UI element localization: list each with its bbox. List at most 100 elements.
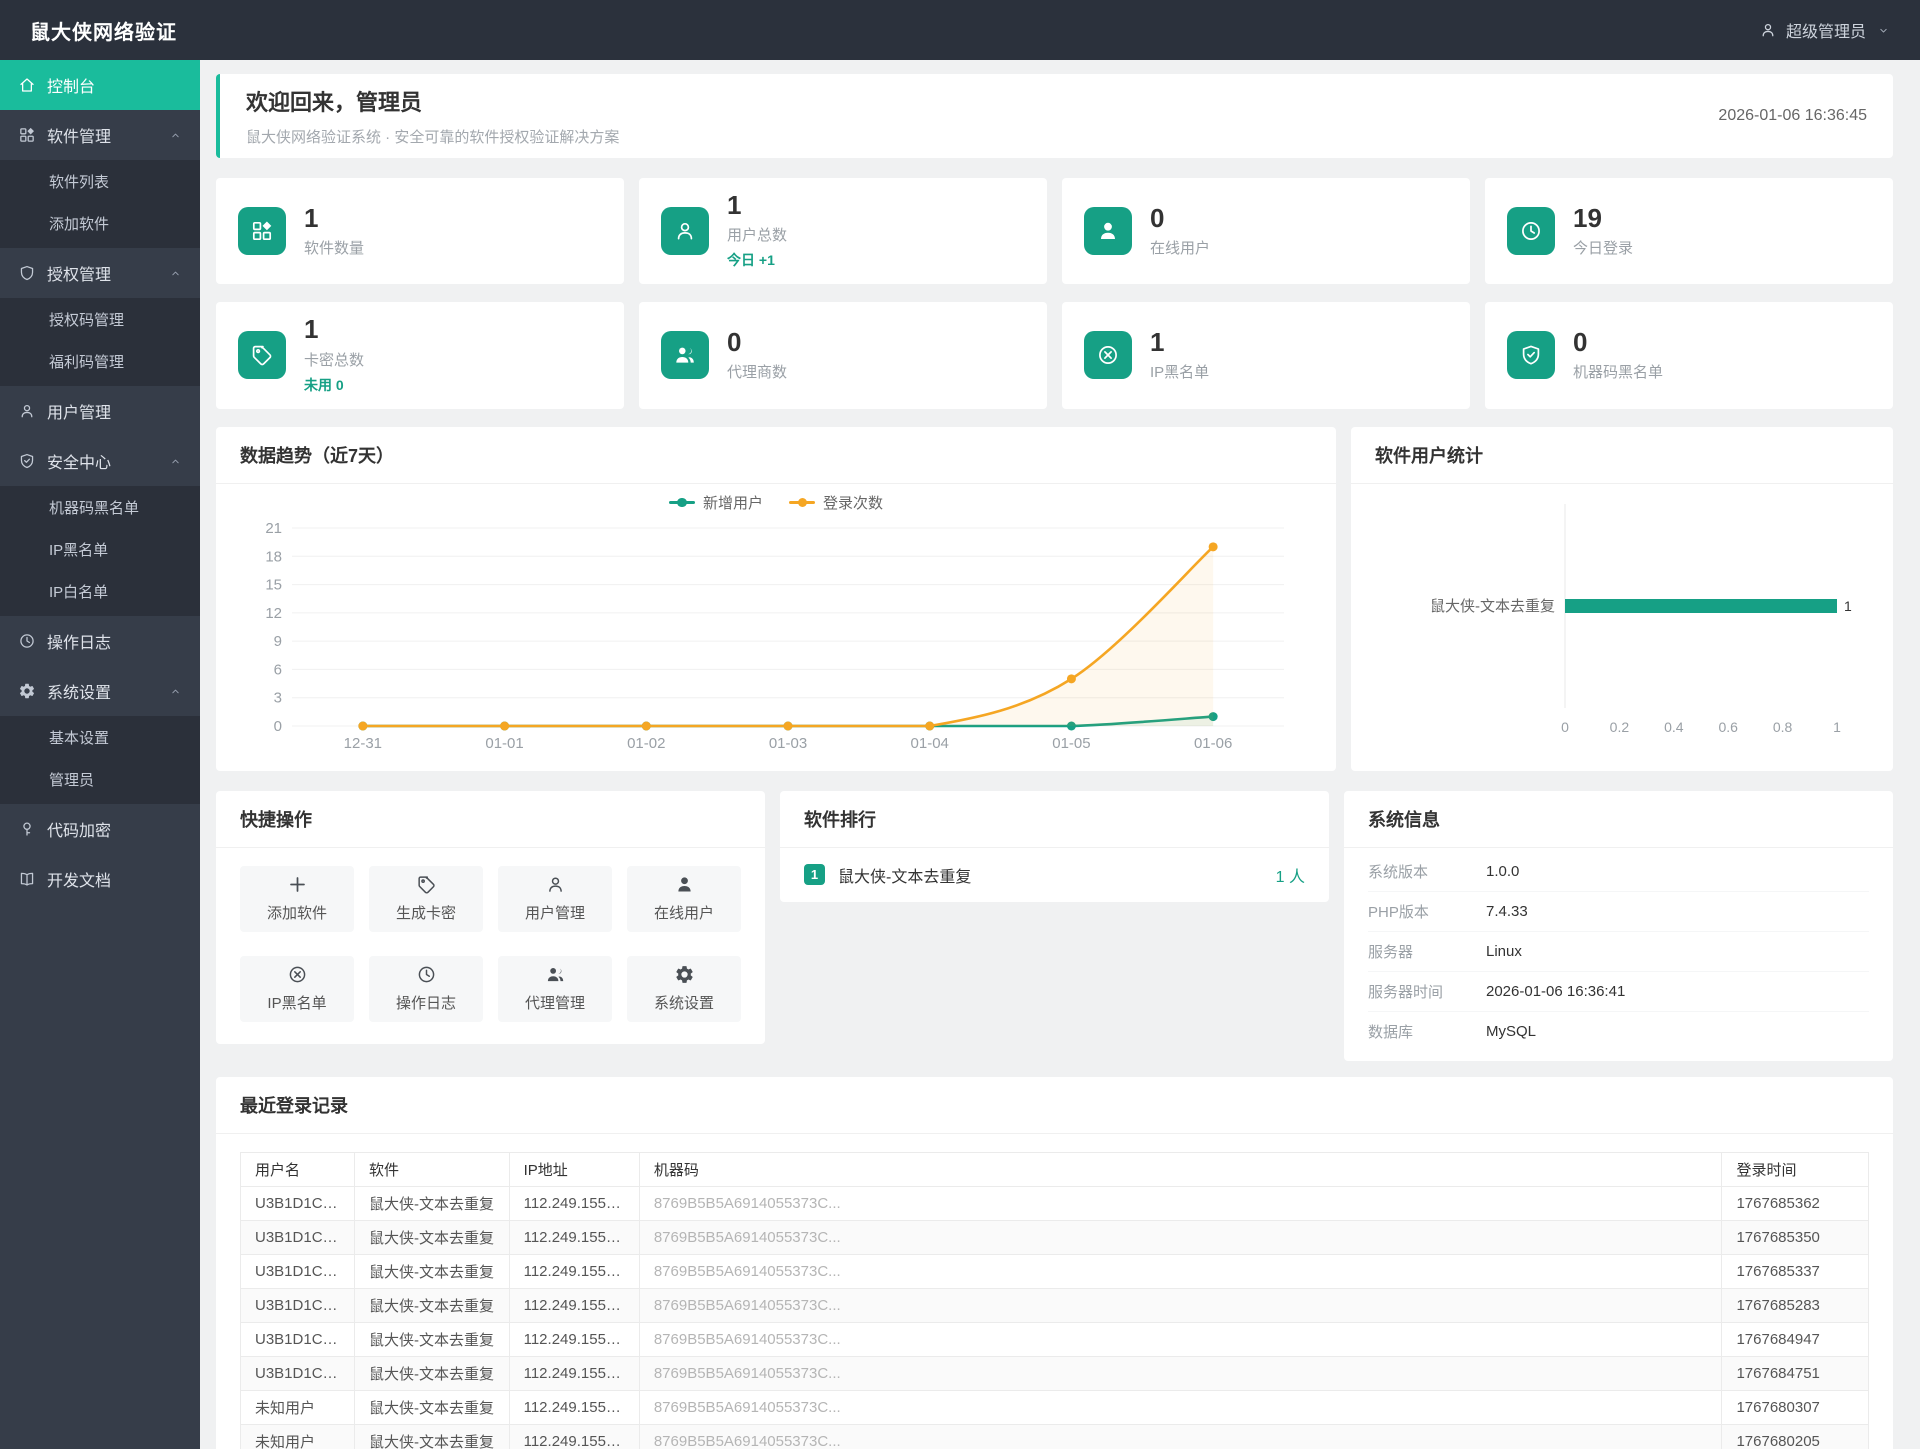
stat-icon — [661, 331, 709, 380]
sidebar-subitem-6-1[interactable]: 管理员 — [49, 772, 95, 789]
table-cell: 8769B5B5A6914055373C... — [638, 1219, 1723, 1255]
software-user-bar-chart: 0 0.2 0.4 0.6 0.8 1 鼠大侠-文本去重复 1 — [1375, 488, 1869, 759]
stat-value: 1 — [304, 202, 319, 233]
shield-check-icon — [18, 452, 36, 470]
table-row: U3B1D1CB8D7 鼠大侠-文本去重复 112.249.155.186 8769B… — [240, 1321, 1869, 1357]
sidebar-item-0[interactable]: 控制台 — [0, 60, 200, 110]
table-cell: 112.249.155.186 — [508, 1219, 640, 1255]
info-label: 服务器时间 — [1368, 983, 1444, 1001]
quick-action-6[interactable]: 代理管理 — [498, 955, 612, 1022]
quick-action-label: 在线用户 — [653, 905, 714, 923]
quick-action-4[interactable]: IP黑名单 — [240, 955, 354, 1022]
sidebar-subitem-1-0[interactable]: 软件列表 — [49, 174, 110, 191]
info-value: MySQL — [1486, 1022, 1537, 1040]
stat-sublabel: 今日 +1 — [727, 252, 775, 269]
stat-card-3: 19 今日登录 — [1485, 178, 1893, 285]
sidebar-subitem-2-0[interactable]: 授权码管理 — [49, 312, 125, 329]
system-info-row: 服务器时间 2026-01-06 16:36:41 — [1368, 972, 1869, 1012]
svg-text:0: 0 — [274, 718, 282, 735]
table-column-header: 软件 — [353, 1151, 510, 1187]
software-ranking-panel: 软件排行 1 鼠大侠-文本去重复 1 人 — [780, 790, 1329, 902]
sidebar-subitem-4-0[interactable]: 机器码黑名单 — [49, 500, 140, 517]
table-cell: 8769B5B5A6914055373C... — [638, 1287, 1723, 1323]
quick-action-3[interactable]: 在线用户 — [627, 865, 741, 932]
welcome-subtitle: 鼠大侠网络验证系统 · 安全可靠的软件授权验证解决方案 — [246, 129, 620, 146]
sidebar-item-label: 用户管理 — [47, 405, 112, 422]
table-cell: U3B1D1CB8D7 — [240, 1321, 355, 1357]
quick-action-5[interactable]: 操作日志 — [369, 955, 483, 1022]
user-icon — [545, 874, 566, 895]
svg-text:1: 1 — [1844, 598, 1852, 614]
sidebar-subitem-1-1[interactable]: 添加软件 — [49, 216, 110, 233]
sidebar-subitem-4-1[interactable]: IP黑名单 — [49, 542, 109, 559]
sidebar-item-label: 代码加密 — [47, 823, 112, 840]
chevron-down-icon — [1877, 24, 1890, 37]
sidebar-item-1[interactable]: 软件管理 — [0, 110, 200, 160]
user-icon — [18, 402, 36, 420]
home-icon — [18, 76, 36, 94]
stat-card-1: 1 用户总数 今日 +1 — [639, 178, 1047, 285]
quick-action-7[interactable]: 系统设置 — [627, 955, 741, 1022]
svg-text:0: 0 — [1561, 719, 1569, 735]
sidebar-subitem-2-1[interactable]: 福利码管理 — [49, 354, 125, 371]
sidebar-item-3[interactable]: 用户管理 — [0, 386, 200, 436]
svg-text:18: 18 — [265, 548, 282, 565]
quick-action-1[interactable]: 生成卡密 — [369, 865, 483, 932]
sidebar-subitem-6-0[interactable]: 基本设置 — [49, 730, 110, 747]
system-info-row: 数据库 MySQL — [1368, 1012, 1869, 1051]
svg-text:鼠大侠-文本去重复: 鼠大侠-文本去重复 — [1430, 597, 1555, 615]
legend-item-1[interactable]: 登录次数 — [789, 492, 883, 513]
sidebar-item-2[interactable]: 授权管理 — [0, 248, 200, 298]
stat-card-2: 0 在线用户 — [1062, 178, 1470, 285]
chevron-up-icon — [169, 455, 182, 468]
svg-text:01-02: 01-02 — [627, 735, 665, 752]
recent-logins-title: 最近登录记录 — [216, 1077, 1893, 1134]
table-cell: 1767685362 — [1721, 1185, 1869, 1221]
system-info-panel: 系统信息 系统版本 1.0.0 PHP版本 7.4.33 服务器 Linux 服务器时… — [1344, 790, 1893, 1061]
sidebar-item-8[interactable]: 开发文档 — [0, 854, 200, 904]
software-ranking-title: 软件排行 — [780, 791, 1329, 848]
table-cell: 鼠大侠-文本去重复 — [353, 1423, 510, 1449]
sidebar-item-7[interactable]: 代码加密 — [0, 804, 200, 854]
svg-text:12: 12 — [265, 604, 282, 621]
sidebar-subitem-4-2[interactable]: IP白名单 — [49, 584, 109, 601]
table-cell: 1767680205 — [1721, 1423, 1869, 1449]
table-cell: 112.249.155.186 — [508, 1185, 640, 1221]
table-cell: 未知用户 — [240, 1389, 355, 1425]
svg-text:0.6: 0.6 — [1718, 719, 1738, 735]
main-content: 欢迎回来，管理员 鼠大侠网络验证系统 · 安全可靠的软件授权验证解决方案 202… — [200, 60, 1920, 1449]
info-label: 服务器 — [1368, 943, 1414, 961]
table-cell: 鼠大侠-文本去重复 — [353, 1185, 510, 1221]
table-cell: 8769B5B5A6914055373C... — [638, 1253, 1723, 1289]
stat-icon — [661, 207, 709, 256]
table-cell: 鼠大侠-文本去重复 — [353, 1287, 510, 1323]
stat-label: IP黑名单 — [1150, 364, 1210, 382]
quick-action-2[interactable]: 用户管理 — [498, 865, 612, 932]
gear-icon — [18, 682, 36, 700]
stat-label: 软件数量 — [304, 239, 365, 257]
chevron-up-icon — [169, 685, 182, 698]
book-icon — [18, 870, 36, 888]
svg-text:12-31: 12-31 — [344, 735, 382, 752]
table-cell: 8769B5B5A6914055373C... — [638, 1355, 1723, 1391]
stat-card-5: 0 代理商数 — [639, 302, 1047, 409]
sidebar-item-label: 系统设置 — [47, 685, 112, 702]
sidebar-item-4[interactable]: 安全中心 — [0, 436, 200, 486]
table-row: 未知用户 鼠大侠-文本去重复 112.249.155.186 8769B5B5A691… — [240, 1423, 1869, 1449]
sidebar-item-6[interactable]: 系统设置 — [0, 666, 200, 716]
quick-actions-panel: 快捷操作 添加软件 生成卡密 用户管理 在线用户 IP黑名单 操作日志 代理管理 系统设置 — [216, 790, 765, 1044]
recent-logins-panel: 最近登录记录 用户名 软件 IP地址 机器码 登录时间 U3B1D1CB8D7 鼠大侠-文… — [216, 1076, 1893, 1449]
recent-logins-table: 用户名 软件 IP地址 机器码 登录时间 U3B1D1CB8D7 鼠大侠-文本去重复 112… — [240, 1151, 1869, 1449]
user-menu[interactable]: 超级管理员 — [1759, 18, 1890, 42]
legend-marker — [789, 497, 815, 508]
info-value: 1.0.0 — [1486, 862, 1520, 880]
table-cell: 1767680307 — [1721, 1389, 1869, 1425]
sidebar-item-5[interactable]: 操作日志 — [0, 616, 200, 666]
stat-sublabel: 未用 0 — [304, 376, 344, 393]
legend-item-0[interactable]: 新增用户 — [668, 492, 763, 513]
table-cell: U3B1D1CB8D7 — [240, 1253, 355, 1289]
ranking-list-item: 1 鼠大侠-文本去重复 1 人 — [780, 848, 1329, 902]
quick-action-0[interactable]: 添加软件 — [240, 865, 354, 932]
table-column-header: IP地址 — [508, 1151, 640, 1187]
svg-text:0.2: 0.2 — [1610, 719, 1630, 735]
